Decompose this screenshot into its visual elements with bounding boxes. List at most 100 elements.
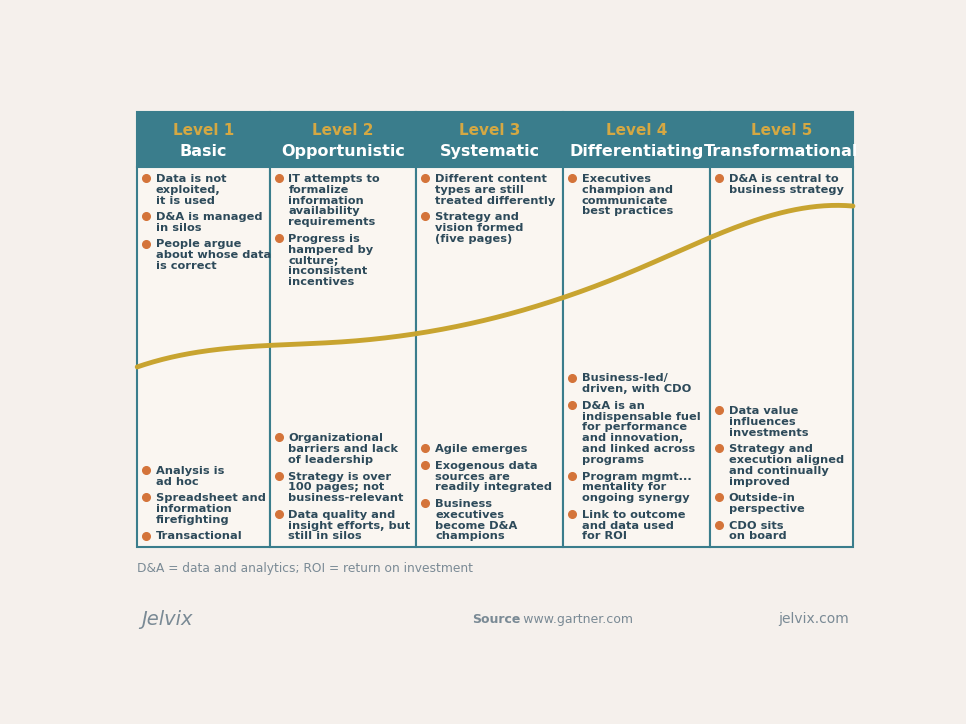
Bar: [563, 112, 710, 167]
Text: D&A is an: D&A is an: [582, 401, 644, 411]
Text: Link to outcome: Link to outcome: [582, 510, 685, 520]
Text: for ROI: for ROI: [582, 531, 627, 542]
Text: inconsistent: inconsistent: [288, 266, 368, 277]
Text: hampered by: hampered by: [288, 245, 374, 255]
Text: and data used: and data used: [582, 521, 673, 531]
Text: exploited,: exploited,: [156, 185, 220, 195]
Text: D&A is managed: D&A is managed: [156, 212, 263, 222]
Text: insight efforts, but: insight efforts, but: [288, 521, 411, 531]
Text: Different content: Different content: [435, 174, 547, 184]
Bar: [137, 112, 270, 167]
Text: it is used: it is used: [156, 195, 214, 206]
Bar: [137, 167, 270, 547]
Text: champions: champions: [435, 531, 504, 542]
Text: jelvix.com: jelvix.com: [779, 613, 849, 626]
Text: availability: availability: [288, 206, 360, 216]
Text: in silos: in silos: [156, 223, 202, 233]
Text: : www.gartner.com: : www.gartner.com: [515, 613, 634, 626]
Text: Strategy and: Strategy and: [728, 445, 812, 454]
Text: Jelvix: Jelvix: [141, 610, 192, 628]
Bar: [710, 167, 853, 547]
Text: Level 2: Level 2: [312, 122, 374, 138]
Text: information: information: [156, 504, 232, 514]
Text: driven, with CDO: driven, with CDO: [582, 384, 691, 395]
Text: and linked across: and linked across: [582, 445, 695, 454]
Text: best practices: best practices: [582, 206, 673, 216]
Text: Level 4: Level 4: [606, 122, 668, 138]
Text: Transactional: Transactional: [156, 531, 242, 542]
Text: (five pages): (five pages): [435, 234, 512, 244]
Text: on board: on board: [728, 531, 786, 542]
Text: ad hoc: ad hoc: [156, 477, 199, 487]
Text: Level 3: Level 3: [459, 122, 521, 138]
Text: barriers and lack: barriers and lack: [288, 445, 398, 454]
Text: Transformational: Transformational: [704, 144, 859, 159]
Text: perspective: perspective: [728, 504, 805, 514]
Text: business-relevant: business-relevant: [288, 493, 404, 503]
Text: Opportunistic: Opportunistic: [281, 144, 405, 159]
Text: Basic: Basic: [180, 144, 227, 159]
Bar: [270, 167, 416, 547]
Text: D&A is central to: D&A is central to: [728, 174, 838, 184]
Text: 100 pages; not: 100 pages; not: [288, 482, 384, 492]
Text: Business-led/: Business-led/: [582, 374, 668, 384]
Text: types are still: types are still: [435, 185, 524, 195]
Text: and continually: and continually: [728, 466, 828, 476]
Text: Systematic: Systematic: [440, 144, 540, 159]
Text: Agile emerges: Agile emerges: [435, 445, 527, 454]
Text: Level 1: Level 1: [173, 122, 234, 138]
Text: incentives: incentives: [288, 277, 355, 287]
Text: and innovation,: and innovation,: [582, 434, 683, 443]
Text: Outside-in: Outside-in: [728, 493, 795, 503]
Text: influences: influences: [728, 417, 795, 427]
Text: Analysis is: Analysis is: [156, 466, 224, 476]
Text: People argue: People argue: [156, 240, 242, 249]
Text: indispensable fuel: indispensable fuel: [582, 412, 700, 421]
Text: Spreadsheet and: Spreadsheet and: [156, 493, 266, 503]
Text: treated differently: treated differently: [435, 195, 555, 206]
Text: readily integrated: readily integrated: [435, 482, 552, 492]
Text: business strategy: business strategy: [728, 185, 843, 195]
Text: execution aligned: execution aligned: [728, 455, 843, 465]
Text: requirements: requirements: [288, 217, 376, 227]
Text: sources are: sources are: [435, 471, 510, 481]
Text: still in silos: still in silos: [288, 531, 362, 542]
Text: Data value: Data value: [728, 406, 798, 416]
Text: firefighting: firefighting: [156, 515, 230, 525]
Bar: [270, 112, 416, 167]
Text: Differentiating: Differentiating: [569, 144, 703, 159]
Bar: [416, 112, 563, 167]
Text: Progress is: Progress is: [288, 234, 360, 244]
Text: vision formed: vision formed: [435, 223, 524, 233]
Text: investments: investments: [728, 428, 808, 438]
Text: culture;: culture;: [288, 256, 339, 266]
Text: ongoing synergy: ongoing synergy: [582, 493, 690, 503]
Text: improved: improved: [728, 477, 789, 487]
Text: Exogenous data: Exogenous data: [435, 460, 538, 471]
Text: champion and: champion and: [582, 185, 672, 195]
Text: programs: programs: [582, 455, 643, 465]
Text: about whose data: about whose data: [156, 251, 271, 260]
Bar: [563, 167, 710, 547]
Text: Program mgmt...: Program mgmt...: [582, 471, 692, 481]
Text: Data is not: Data is not: [156, 174, 226, 184]
Text: formalize: formalize: [288, 185, 349, 195]
Text: Business: Business: [435, 499, 492, 509]
Text: IT attempts to: IT attempts to: [288, 174, 380, 184]
Text: Organizational: Organizational: [288, 434, 384, 443]
Bar: [416, 167, 563, 547]
Text: communicate: communicate: [582, 195, 668, 206]
Text: Data quality and: Data quality and: [288, 510, 396, 520]
Text: Executives: Executives: [582, 174, 651, 184]
Text: for performance: for performance: [582, 423, 687, 432]
Text: CDO sits: CDO sits: [728, 521, 783, 531]
Text: Source: Source: [472, 613, 521, 626]
Text: Level 5: Level 5: [751, 122, 812, 138]
Text: of leadership: of leadership: [288, 455, 374, 465]
Text: is correct: is correct: [156, 261, 216, 271]
Text: Strategy is over: Strategy is over: [288, 471, 391, 481]
Text: mentality for: mentality for: [582, 482, 666, 492]
Text: executives: executives: [435, 510, 504, 520]
Bar: [710, 112, 853, 167]
Text: D&A = data and analytics; ROI = return on investment: D&A = data and analytics; ROI = return o…: [137, 563, 473, 576]
